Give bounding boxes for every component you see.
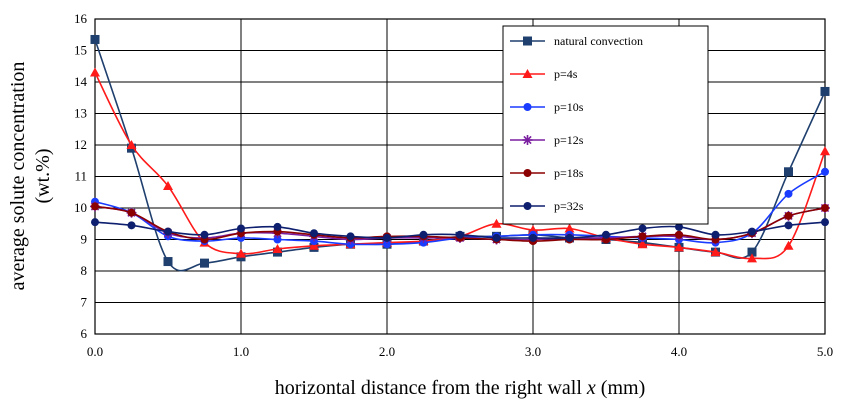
y-tick-label: 12 (74, 137, 87, 152)
legend: natural convection p=4s p=10s p=12s p=18s p=3… (502, 25, 709, 225)
y-axis-label-line2: (wt.%) (32, 149, 54, 204)
data-point (309, 240, 319, 250)
data-point (346, 232, 355, 241)
data-point (784, 221, 793, 230)
data-point (820, 146, 830, 156)
tick-labels: 6 7 8 9 10 11 12 13 14 15 16 0.0 1.0 2.0 3.0 4.0 5.0 (74, 11, 833, 359)
y-tick-label: 13 (74, 106, 87, 121)
plot-frame (94, 18, 826, 335)
x-tick-label: 2.0 (379, 344, 395, 359)
data-point (310, 229, 318, 238)
y-tick-label: 9 (81, 232, 88, 247)
data-point (163, 257, 173, 267)
data-point (272, 243, 283, 253)
data-point (784, 211, 793, 220)
data-point (91, 218, 99, 227)
data-point (748, 227, 756, 236)
legend-marker (523, 103, 532, 111)
y-tick-label: 6 (81, 326, 88, 341)
data-point (710, 247, 721, 257)
legend-box (502, 25, 709, 225)
data-point (491, 218, 502, 228)
legend-label: p=32s (554, 199, 584, 213)
data-point (783, 240, 794, 250)
data-point (638, 232, 647, 241)
data-point (747, 253, 757, 263)
y-tick-label: 7 (81, 295, 88, 310)
legend-marker (523, 169, 532, 177)
data-point (565, 233, 574, 242)
data-point (383, 240, 391, 249)
legend-label: p=4s (554, 67, 578, 81)
legend-label: p=12s (554, 133, 584, 147)
series-line (94, 72, 826, 260)
data-point (237, 224, 245, 233)
data-point (784, 189, 793, 198)
series-5 (91, 218, 829, 242)
data-point (747, 247, 757, 257)
data-point (90, 67, 100, 77)
data-point (821, 218, 829, 227)
legend-marker (522, 135, 533, 145)
data-point (163, 180, 173, 190)
data-point (784, 167, 793, 177)
data-point (419, 230, 428, 239)
data-point (383, 233, 391, 242)
data-point (456, 230, 464, 239)
legend-label: p=10s (554, 100, 584, 114)
x-axis-label-variable: x (586, 377, 596, 399)
data-point (91, 202, 99, 211)
data-point (200, 258, 209, 268)
legend-marker-stroke (523, 135, 532, 145)
y-tick-label: 15 (74, 43, 87, 58)
data-point (602, 230, 610, 239)
data-point (564, 223, 575, 233)
x-tick-label: 3.0 (525, 344, 541, 359)
x-tick-label: 5.0 (817, 344, 833, 359)
legend-label: p=18s (554, 166, 584, 180)
data-point (236, 248, 246, 258)
y-tick-label: 16 (74, 11, 88, 26)
data-point (126, 140, 137, 149)
legend-marker (523, 36, 532, 46)
x-axis-label-suffix: (mm) (596, 377, 645, 399)
data-point (273, 235, 282, 244)
data-point (820, 86, 830, 96)
data-point (200, 230, 209, 239)
data-point (90, 34, 100, 44)
y-tick-label: 11 (74, 169, 87, 184)
x-axis-label-prefix: horizontal distance from the right wall (275, 377, 587, 399)
y-tick-label: 10 (74, 200, 87, 215)
data-point (164, 227, 172, 236)
data-point (675, 222, 683, 231)
data-point (127, 208, 136, 217)
data-point (674, 242, 684, 252)
data-point (492, 233, 501, 242)
data-point (529, 233, 537, 242)
data-point (637, 239, 648, 249)
data-point (711, 230, 720, 239)
legend-marker (523, 202, 532, 210)
data-point (127, 221, 136, 230)
data-point (821, 204, 829, 212)
x-axis-label: horizontal distance from the right wall … (275, 377, 645, 399)
legend-marker (522, 69, 533, 78)
x-tick-label: 1.0 (233, 344, 249, 359)
y-tick-label: 8 (81, 263, 88, 278)
legend-label: natural convection (554, 34, 643, 48)
grid (94, 18, 826, 335)
y-tick-label: 14 (74, 74, 88, 89)
data-point (821, 167, 829, 176)
y-axis-label-line1: average solute concentration (7, 62, 29, 291)
x-tick-label: 4.0 (671, 344, 687, 359)
series-layer (90, 34, 830, 272)
data-point (638, 224, 647, 233)
data-point (273, 222, 282, 231)
axes (94, 18, 826, 335)
x-tick-label: 0.0 (87, 344, 103, 359)
data-point (675, 230, 683, 239)
